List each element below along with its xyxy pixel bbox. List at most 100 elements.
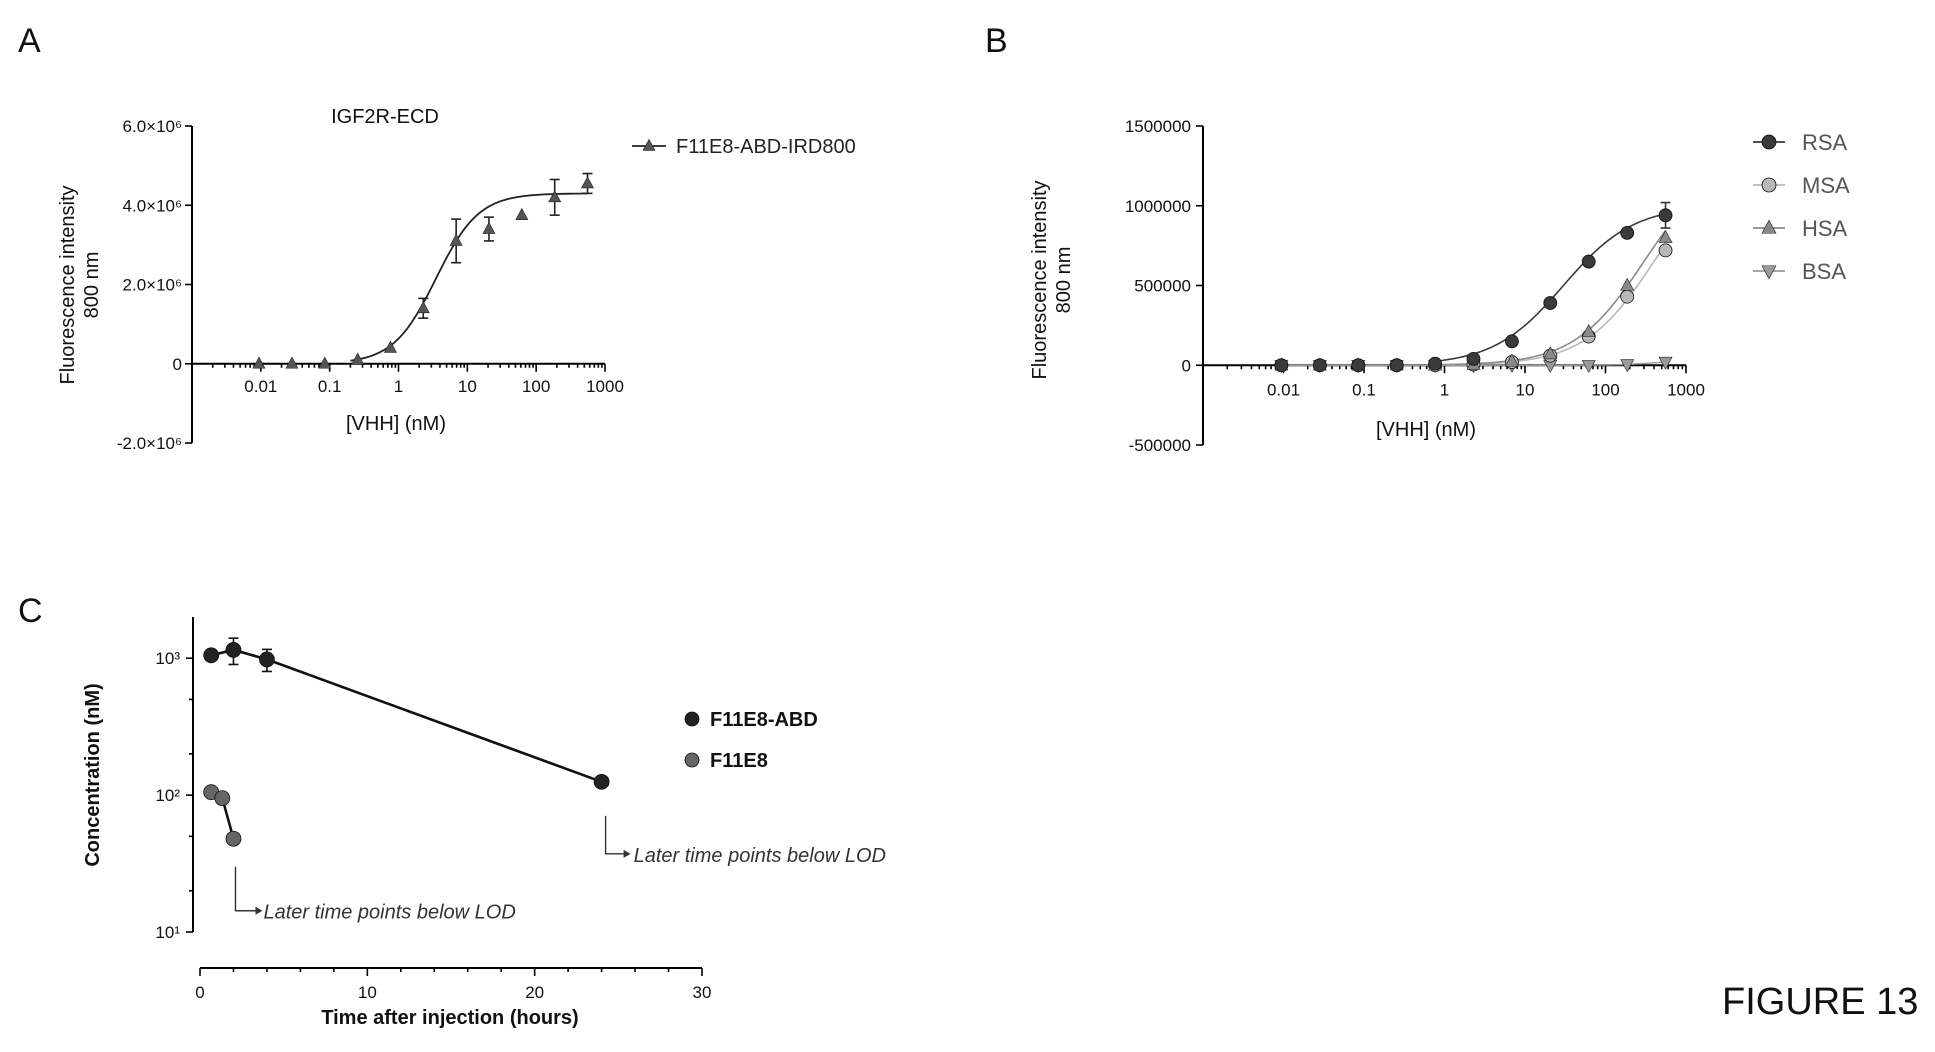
- data-point: [383, 340, 397, 353]
- x-tick-label: 0.01: [244, 377, 277, 396]
- x-tick-label: 0.1: [1352, 380, 1376, 399]
- data-point-bsa: [1658, 356, 1673, 370]
- series-line-f11e8-abd: [210, 648, 603, 784]
- fit-curve-f11e8-abd-ird800: [350, 192, 588, 362]
- y-tick-label: -2.0×10⁶: [117, 434, 182, 453]
- data-point-rsa: [1428, 356, 1442, 371]
- chart-title: IGF2R-ECD: [331, 106, 439, 128]
- y-tick-label: 0: [1182, 356, 1191, 375]
- data-point-f11e8-abd: [225, 642, 242, 658]
- legend-label: F11E8-ABD: [710, 709, 818, 731]
- data-point: [449, 233, 463, 246]
- data-point-hsa: [1504, 353, 1519, 367]
- data-point-rsa: [1658, 208, 1673, 223]
- y-axis-label-line2: 800 nm: [1053, 247, 1075, 314]
- x-tick-label: 100: [1591, 380, 1619, 399]
- data-point-rsa: [1466, 351, 1481, 366]
- data-point: [515, 207, 529, 220]
- legend-label: RSA: [1802, 130, 1848, 155]
- annotation-arrow: [234, 866, 256, 912]
- y-tick-label: -500000: [1129, 436, 1191, 455]
- y-tick-label: 10²: [155, 786, 180, 805]
- y-axis-label-line1: Fluorescence intensity: [57, 186, 79, 385]
- annotation-arrowhead: [255, 906, 263, 915]
- x-tick-label: 1000: [586, 377, 624, 396]
- legend-marker-msa: [1761, 177, 1777, 193]
- y-tick-label: 2.0×10⁶: [123, 276, 182, 295]
- data-point: [581, 176, 595, 189]
- data-point-f11e8-abd: [259, 651, 275, 668]
- y-axis-label: Concentration (nM): [82, 683, 104, 866]
- legend-marker-hsa: [1761, 219, 1777, 234]
- panel-label-c: C: [18, 592, 43, 630]
- y-axis-label-line2: 800 nm: [81, 252, 103, 319]
- y-tick-label: 6.0×10⁶: [123, 117, 182, 136]
- y-tick-label: 10³: [155, 649, 180, 668]
- y-tick-label: 1000000: [1125, 197, 1191, 216]
- data-point-rsa: [1351, 358, 1366, 373]
- data-point-rsa: [1312, 358, 1327, 373]
- y-tick-label: 0: [173, 355, 182, 374]
- x-tick-label: 0.01: [1267, 380, 1300, 399]
- data-point: [285, 356, 299, 369]
- annotation-arrow: [604, 815, 624, 855]
- data-point-rsa: [1505, 334, 1519, 349]
- data-point-f11e8: [214, 790, 231, 807]
- data-point: [416, 301, 430, 314]
- x-tick-label: 0.1: [318, 377, 342, 396]
- legend-marker-bsa: [1761, 265, 1777, 280]
- chart-panel-b: 1500000 1000000 500000 0 -500000 0.01 0.1 1 10 10…: [1029, 117, 1850, 455]
- legend-marker-rsa: [1761, 134, 1777, 150]
- data-point-hsa: [1581, 323, 1596, 337]
- x-tick-label: 1: [394, 377, 403, 396]
- y-tick-label: 10¹: [155, 923, 180, 942]
- x-axis-label: [VHH] (nM): [1376, 419, 1476, 441]
- data-point-rsa: [1620, 225, 1635, 240]
- x-tick-label: 10: [1516, 380, 1535, 399]
- annotation-text: Later time points below LOD: [634, 845, 886, 867]
- legend-label: HSA: [1802, 216, 1848, 241]
- y-tick-label: 500000: [1134, 277, 1191, 296]
- legend-label: F11E8-ABD-IRD800: [676, 136, 856, 158]
- legend-label: MSA: [1802, 173, 1850, 198]
- data-point-f11e8-abd: [593, 773, 610, 790]
- annotation-text: Later time points below LOD: [263, 902, 515, 924]
- legend-marker-triangle: [642, 138, 656, 151]
- data-point-rsa: [1581, 254, 1596, 269]
- figure-label: FIGURE 13: [1722, 981, 1918, 1023]
- data-point-hsa: [1543, 346, 1558, 360]
- data-point-hsa: [1658, 229, 1673, 243]
- x-tick-label: 0: [195, 983, 204, 1002]
- data-point: [318, 356, 332, 369]
- y-axis-label-line1: Fluorescence intensity: [1029, 181, 1051, 380]
- data-point-rsa: [1274, 358, 1289, 373]
- x-tick-label: 10: [458, 377, 477, 396]
- x-tick-label: 100: [522, 377, 550, 396]
- data-point-bsa: [1620, 359, 1635, 373]
- chart-panel-c: 10³ 10² 10¹ 0 10 20 30 Time after injection (ho…: [82, 617, 886, 1029]
- x-tick-label: 20: [525, 983, 544, 1002]
- x-tick-label: 30: [693, 983, 712, 1002]
- x-axis-label: Time after injection (hours): [321, 1007, 578, 1029]
- panel-label-a: A: [18, 22, 41, 60]
- data-point-msa: [1658, 243, 1673, 258]
- y-tick-label: 1500000: [1125, 117, 1191, 136]
- x-tick-label: 1000: [1667, 380, 1705, 399]
- annotation-arrowhead: [623, 849, 631, 858]
- legend-label: BSA: [1802, 259, 1846, 284]
- data-point: [482, 221, 496, 234]
- data-point-msa: [1620, 289, 1635, 304]
- data-point-rsa: [1389, 358, 1404, 373]
- x-tick-label: 1: [1440, 380, 1449, 399]
- panel-label-b: B: [985, 22, 1008, 60]
- x-axis-label: [VHH] (nM): [346, 413, 446, 435]
- data-point-f11e8-abd: [203, 647, 220, 664]
- legend-marker-f11e8-abd: [684, 711, 700, 727]
- y-tick-label: 4.0×10⁶: [123, 196, 182, 215]
- data-point-f11e8: [225, 830, 242, 847]
- legend-marker-f11e8: [684, 752, 700, 768]
- data-point: [548, 190, 562, 203]
- x-tick-label: 10: [358, 983, 377, 1002]
- data-point: [351, 352, 365, 365]
